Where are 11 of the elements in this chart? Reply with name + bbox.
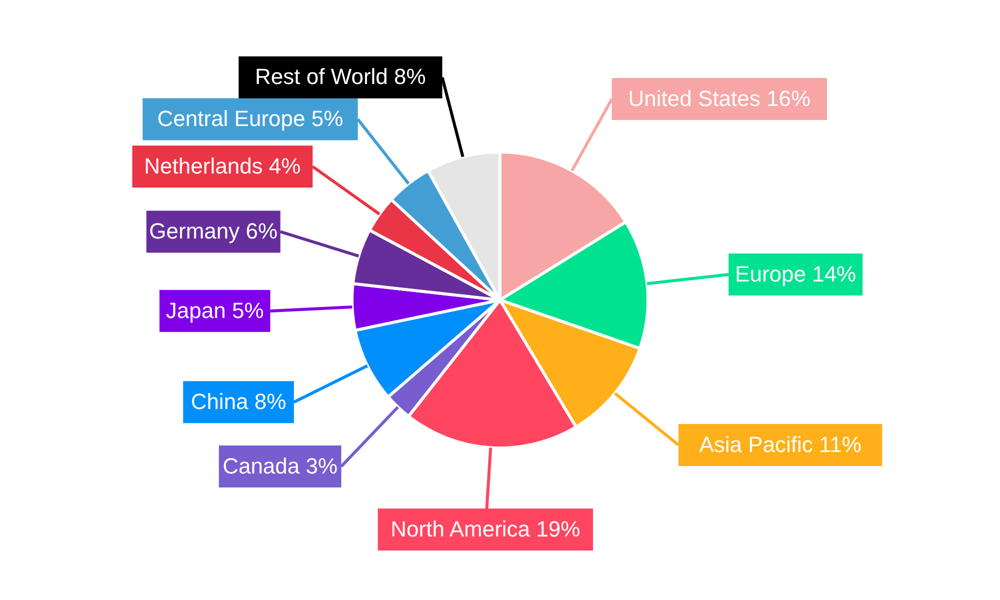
- slice-label: Central Europe 5%: [157, 106, 344, 132]
- slice-label: Canada 3%: [222, 453, 338, 478]
- slice-label: Europe 14%: [735, 261, 856, 286]
- slice-label: Germany 6%: [149, 218, 278, 244]
- slice-label: Rest of World 8%: [255, 64, 426, 90]
- slice-label: Netherlands 4%: [144, 153, 301, 178]
- slice-label: North America 19%: [390, 516, 580, 542]
- slice-label: Asia Pacific 11%: [699, 432, 862, 457]
- slice-label: China 8%: [190, 388, 286, 414]
- slice-label: Japan 5%: [166, 298, 264, 323]
- slice-label: United States 16%: [628, 86, 811, 111]
